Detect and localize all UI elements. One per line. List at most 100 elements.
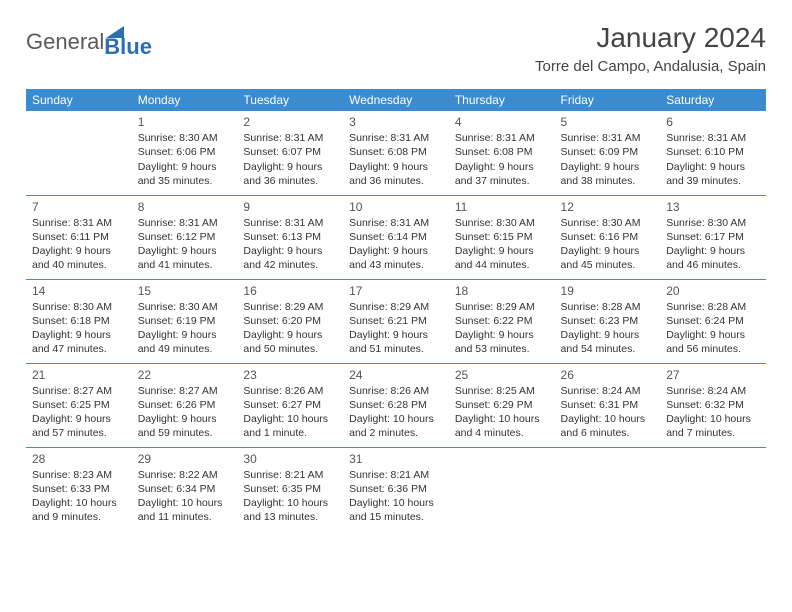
sunset-line: Sunset: 6:23 PM [561,314,655,328]
calendar-row: 7Sunrise: 8:31 AMSunset: 6:11 PMDaylight… [26,195,766,279]
calendar-row: 1Sunrise: 8:30 AMSunset: 6:06 PMDaylight… [26,111,766,195]
sunset-line: Sunset: 6:25 PM [32,398,126,412]
day-number: 20 [666,283,760,299]
calendar-day-cell: 8Sunrise: 8:31 AMSunset: 6:12 PMDaylight… [132,195,238,279]
sunrise-line: Sunrise: 8:26 AM [349,384,443,398]
sunrise-line: Sunrise: 8:26 AM [243,384,337,398]
sunrise-line: Sunrise: 8:31 AM [243,131,337,145]
calendar-row: 28Sunrise: 8:23 AMSunset: 6:33 PMDayligh… [26,447,766,531]
sunrise-line: Sunrise: 8:31 AM [349,216,443,230]
header: General Blue January 2024 Torre del Camp… [26,22,766,75]
day-number: 21 [32,367,126,383]
day-number: 4 [455,114,549,130]
sunset-line: Sunset: 6:34 PM [138,482,232,496]
daylight-line: Daylight: 9 hours and 49 minutes. [138,328,232,356]
sunrise-line: Sunrise: 8:21 AM [243,468,337,482]
sunset-line: Sunset: 6:29 PM [455,398,549,412]
sunrise-line: Sunrise: 8:30 AM [561,216,655,230]
calendar-day-cell: 31Sunrise: 8:21 AMSunset: 6:36 PMDayligh… [343,447,449,531]
daylight-line: Daylight: 10 hours and 7 minutes. [666,412,760,440]
sunrise-line: Sunrise: 8:29 AM [455,300,549,314]
daylight-line: Daylight: 9 hours and 40 minutes. [32,244,126,272]
sunset-line: Sunset: 6:10 PM [666,145,760,159]
day-number: 1 [138,114,232,130]
sunrise-line: Sunrise: 8:30 AM [138,300,232,314]
sunrise-line: Sunrise: 8:31 AM [349,131,443,145]
weekday-header: Sunday [26,89,132,111]
day-number: 26 [561,367,655,383]
calendar-day-cell: 10Sunrise: 8:31 AMSunset: 6:14 PMDayligh… [343,195,449,279]
calendar-day-cell: 24Sunrise: 8:26 AMSunset: 6:28 PMDayligh… [343,363,449,447]
day-number: 28 [32,451,126,467]
weekday-header: Friday [555,89,661,111]
day-number: 7 [32,199,126,215]
calendar-day-cell: 27Sunrise: 8:24 AMSunset: 6:32 PMDayligh… [660,363,766,447]
day-number: 17 [349,283,443,299]
daylight-line: Daylight: 9 hours and 44 minutes. [455,244,549,272]
sunset-line: Sunset: 6:08 PM [349,145,443,159]
sunrise-line: Sunrise: 8:30 AM [666,216,760,230]
day-number: 15 [138,283,232,299]
daylight-line: Daylight: 9 hours and 50 minutes. [243,328,337,356]
sunrise-line: Sunrise: 8:29 AM [349,300,443,314]
daylight-line: Daylight: 9 hours and 37 minutes. [455,160,549,188]
weekday-header: Monday [132,89,238,111]
sunset-line: Sunset: 6:32 PM [666,398,760,412]
sunset-line: Sunset: 6:33 PM [32,482,126,496]
calendar-day-cell: 25Sunrise: 8:25 AMSunset: 6:29 PMDayligh… [449,363,555,447]
brand-mark: Blue [104,26,152,58]
sunset-line: Sunset: 6:07 PM [243,145,337,159]
sunrise-line: Sunrise: 8:28 AM [666,300,760,314]
calendar-day-cell: 23Sunrise: 8:26 AMSunset: 6:27 PMDayligh… [237,363,343,447]
sunrise-line: Sunrise: 8:22 AM [138,468,232,482]
sunrise-line: Sunrise: 8:21 AM [349,468,443,482]
calendar-day-cell: 26Sunrise: 8:24 AMSunset: 6:31 PMDayligh… [555,363,661,447]
daylight-line: Daylight: 9 hours and 53 minutes. [455,328,549,356]
day-number: 30 [243,451,337,467]
day-number: 19 [561,283,655,299]
calendar-day-cell: 7Sunrise: 8:31 AMSunset: 6:11 PMDaylight… [26,195,132,279]
title-block: January 2024 Torre del Campo, Andalusia,… [535,22,766,75]
calendar-day-cell: 13Sunrise: 8:30 AMSunset: 6:17 PMDayligh… [660,195,766,279]
calendar-day-cell: 15Sunrise: 8:30 AMSunset: 6:19 PMDayligh… [132,279,238,363]
calendar-day-cell: 14Sunrise: 8:30 AMSunset: 6:18 PMDayligh… [26,279,132,363]
sunrise-line: Sunrise: 8:31 AM [138,216,232,230]
calendar-day-cell: 28Sunrise: 8:23 AMSunset: 6:33 PMDayligh… [26,447,132,531]
weekday-header: Saturday [660,89,766,111]
calendar-day-cell: 11Sunrise: 8:30 AMSunset: 6:15 PMDayligh… [449,195,555,279]
calendar-body: 1 Sunrise: 8:30 AM Sunset: 6:06 PM Daylight… [26,111,766,531]
daylight-line: Daylight: 9 hours and 39 minutes. [666,160,760,188]
calendar-day-cell: 2Sunrise: 8:31 AMSunset: 6:07 PMDaylight… [237,111,343,195]
day-number: 3 [349,114,443,130]
daylight-line: Daylight: 9 hours and 42 minutes. [243,244,337,272]
calendar-row: 14Sunrise: 8:30 AMSunset: 6:18 PMDayligh… [26,279,766,363]
sunrise-line: Sunrise: 8:27 AM [32,384,126,398]
calendar-day-cell: 18Sunrise: 8:29 AMSunset: 6:22 PMDayligh… [449,279,555,363]
day-number: 5 [561,114,655,130]
sunset-line: Sunset: 6:14 PM [349,230,443,244]
sunset-line: Sunset: 6:24 PM [666,314,760,328]
sunset-line: Sunset: 6:09 PM [561,145,655,159]
sunrise-line: Sunrise: 8:25 AM [455,384,549,398]
brand-logo: General Blue [26,26,152,58]
sunset-line: Sunset: 6:22 PM [455,314,549,328]
day-number: 25 [455,367,549,383]
sunset-line: Sunset: 6:06 PM [138,145,232,159]
sunrise-line: Sunrise: 8:30 AM [455,216,549,230]
daylight-line: Daylight: 10 hours and 2 minutes. [349,412,443,440]
day-number: 6 [666,114,760,130]
day-number: 10 [349,199,443,215]
sunset-line: Sunset: 6:15 PM [455,230,549,244]
calendar-empty-cell [449,447,555,531]
daylight-line: Daylight: 9 hours and 38 minutes. [561,160,655,188]
calendar-day-cell: 29Sunrise: 8:22 AMSunset: 6:34 PMDayligh… [132,447,238,531]
calendar-day-cell: 20Sunrise: 8:28 AMSunset: 6:24 PMDayligh… [660,279,766,363]
sunset-line: Sunset: 6:35 PM [243,482,337,496]
day-number: 12 [561,199,655,215]
sunset-line: Sunset: 6:26 PM [138,398,232,412]
day-number: 23 [243,367,337,383]
sunrise-line: Sunrise: 8:30 AM [32,300,126,314]
daylight-line: Daylight: 9 hours and 57 minutes. [32,412,126,440]
day-number: 22 [138,367,232,383]
brand-part1: General [26,31,104,53]
